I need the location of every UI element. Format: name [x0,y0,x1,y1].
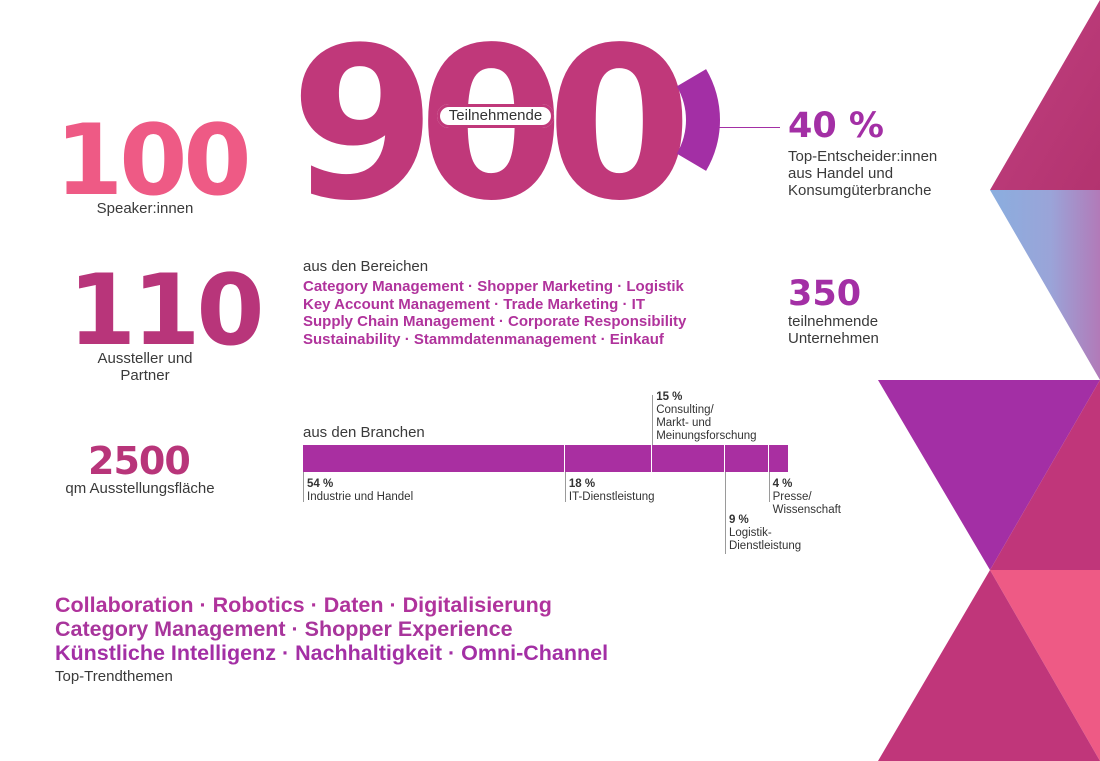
branch-tick [724,472,726,554]
branch-tick [303,472,304,502]
branch-label: 54 % Industrie und Handel [307,478,413,504]
decision-makers-value: 40 % [788,106,884,146]
branch-name: IT-Dienstleistung [568,491,655,503]
branch-percent: 4 % [772,478,793,490]
branch-name: Consulting/ Markt- und Meinungsforschung [656,404,757,442]
branch-name: Presse/ Wissenschaft [772,491,841,516]
branch-label: 15 % Consulting/ Markt- und Meinungsforsc… [656,391,756,443]
branch-bar-segment [768,445,788,472]
branch-tick [652,395,654,445]
areas-line: Sustainability · Stammdatenmanagement · … [303,330,664,348]
branch-percent: 18 % [568,478,596,490]
decorative-triangles [878,0,1100,761]
connector-line [718,127,780,128]
branch-label: 4 % Presse/ Wissenschaft [773,478,841,517]
area-label: qm Ausstellungsfläche [65,480,215,497]
branch-percent: 9 % [728,514,749,526]
triangle-magenta-right [990,380,1100,570]
branch-bar-segment [724,445,768,472]
areas-line: Key Account Management · Trade Marketing… [303,295,646,313]
areas-line: Supply Chain Management · Corporate Resp… [303,313,687,330]
branch-name: Industrie und Handel [307,491,414,503]
triangle-magenta-top [990,0,1100,190]
companies-count: 350 [788,274,862,314]
trend-line: Künstliche Intelligenz · Nachhaltigkeit … [55,641,609,665]
branch-bar-segment [652,445,724,472]
companies-label: teilnehmende Unternehmen [788,313,879,347]
branch-percent: 15 % [656,391,683,403]
trends-label: Top-Trendthemen [55,668,173,685]
triangle-purple [878,380,1100,570]
trend-line: Collaboration · Robotics · Daten · Digit… [55,593,552,617]
area-size: 2500 [88,439,191,483]
branch-percent: 54 % [307,478,334,490]
branch-label: 18 % IT-Dienstleistung [569,478,655,504]
trends-list: Collaboration · Robotics · Daten · Digit… [55,593,755,665]
trend-line: Category Management · Shopper Experience [55,617,513,641]
branch-name: Logistik- Dienstleistung [728,527,802,552]
speakers-label: Speaker:innen [96,200,194,217]
areas-intro: aus den Bereichen [303,258,429,275]
speakers-count: 100 [55,104,252,218]
branches-intro: aus den Branchen [303,424,425,441]
exhibitors-count: 110 [68,254,265,368]
participants-label: Teilnehmende [448,107,543,124]
participants-pill [437,104,554,128]
triangle-magenta-bottom [878,570,1100,761]
areas-list: Category Management · Shopper Marketing … [303,278,783,348]
areas-line: Category Management · Shopper Marketing … [303,278,684,295]
branch-bar-segment [564,445,652,472]
exhibitors-label: Aussteller und Partner [97,350,193,384]
triangle-blue [990,190,1100,380]
branch-tick [564,472,566,502]
decision-share-arc [676,69,720,171]
decision-makers-label: Top-Entscheider:innen aus Handel und Kon… [788,148,938,199]
branch-bar-segment [303,445,564,472]
branch-label: 9 % Logistik- Dienstleistung [729,514,801,553]
branch-tick [768,472,770,502]
